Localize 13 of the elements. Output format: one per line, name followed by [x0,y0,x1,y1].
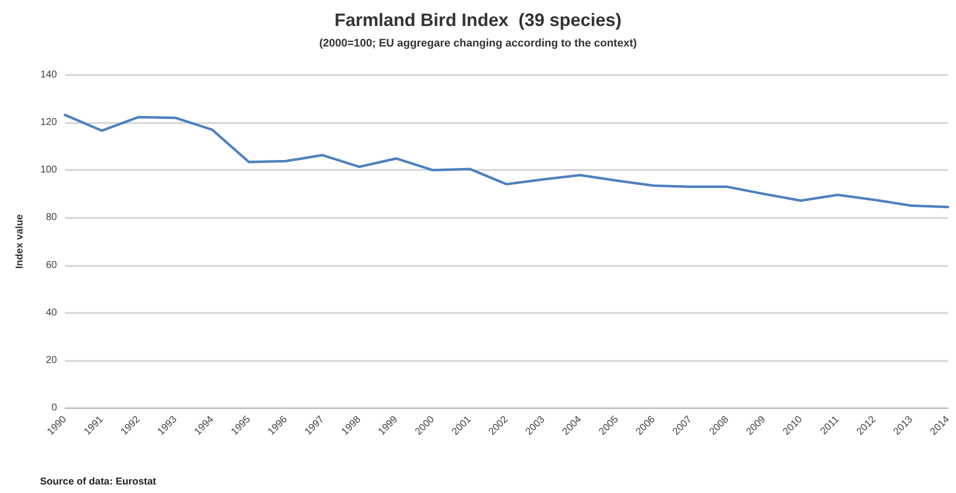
y-tick-label: 60 [46,260,58,271]
y-tick-label: 20 [46,354,58,366]
y-tick-label: 140 [40,70,58,80]
y-tick-label: 40 [46,307,58,318]
y-tick-label: 80 [46,212,58,224]
chart-subtitle: (2000=100; EU aggregare changing according to the context) [319,38,638,50]
source-note: Source of data: Eurostat [40,476,157,488]
chart-title: Farmland Bird Index (39 species) [334,10,622,30]
line-series [64,114,950,208]
y-tick-label: 120 [40,117,58,128]
y-axis-title: Index value [14,214,26,269]
y-tick-label: 0 [51,402,58,414]
y-tick-label: 100 [40,164,58,176]
